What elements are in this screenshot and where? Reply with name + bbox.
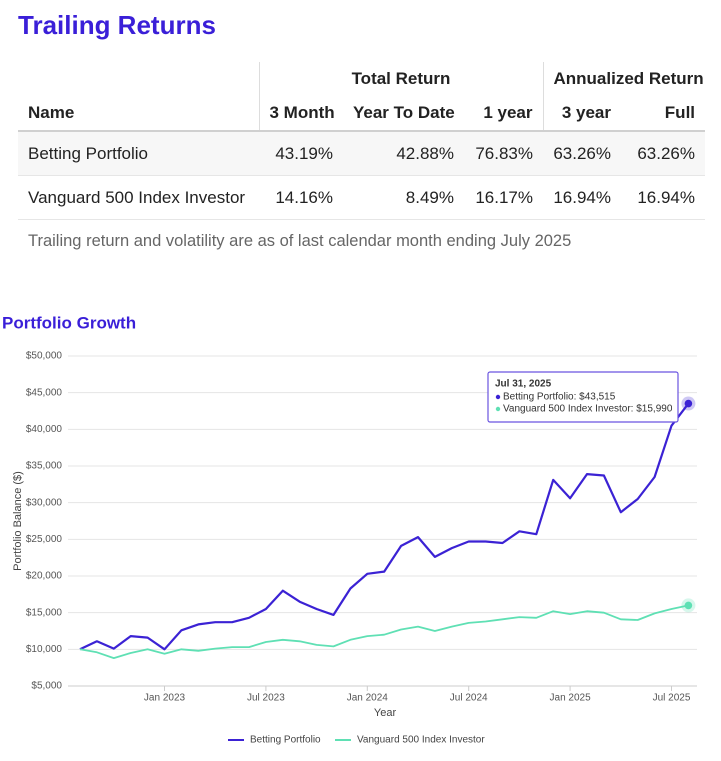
cell: 16.94% — [621, 175, 706, 220]
returns-table: Total Return Annualized Return Name 3 Mo… — [18, 62, 706, 263]
y-tick-label: $20,000 — [26, 571, 63, 582]
y-tick-label: $15,000 — [26, 607, 63, 618]
column-header: Name — [18, 95, 259, 132]
group-header: Annualized Return — [542, 62, 706, 95]
y-tick-label: $40,000 — [26, 424, 63, 435]
cell: 14.16% — [259, 175, 343, 220]
header-row: Name 3 Month Year To Date 1 year 3 year … — [18, 95, 706, 132]
legend-label: Betting Portfolio — [250, 735, 321, 746]
x-tick-label: Jan 2023 — [144, 693, 186, 704]
group-header-row: Total Return Annualized Return — [18, 62, 706, 95]
tooltip-title: Jul 31, 2025 — [495, 379, 552, 390]
tooltip-box — [487, 371, 679, 423]
x-tick-label: Jul 2023 — [247, 693, 285, 704]
legend-label: Vanguard 500 Index Investor — [357, 735, 485, 746]
table-row: Vanguard 500 Index Investor 14.16% 8.49%… — [18, 175, 706, 220]
tooltip-dot — [495, 406, 501, 412]
cell: Vanguard 500 Index Investor — [18, 175, 259, 220]
x-tick-label: Jul 2025 — [653, 693, 691, 704]
column-header: 1 year — [464, 95, 543, 132]
tooltip-dot — [495, 394, 501, 400]
x-tick-label: Jan 2024 — [347, 693, 389, 704]
chart: Portfolio Growth Year Portfolio Balance … — [2, 313, 697, 746]
x-tick-label: Jul 2024 — [450, 693, 488, 704]
cell: 63.26% — [543, 131, 621, 176]
x-tick-label: Jan 2025 — [550, 693, 592, 704]
cell: 43.19% — [259, 131, 343, 176]
series-line — [79, 402, 690, 651]
end-point — [684, 601, 693, 610]
tooltip-line: Vanguard 500 Index Investor: $15,990 — [503, 404, 673, 415]
chart-title: Portfolio Growth — [2, 313, 136, 332]
cell: 42.88% — [343, 131, 464, 176]
y-tick-label: $5,000 — [31, 681, 62, 692]
y-tick-label: $50,000 — [26, 351, 63, 362]
cell: 16.17% — [464, 175, 543, 220]
column-header: 3 year — [542, 95, 621, 132]
group-header: Total Return — [258, 62, 543, 95]
y-tick-label: $30,000 — [26, 497, 63, 508]
series-line — [79, 604, 689, 659]
table-row: Betting Portfolio 43.19% 42.88% 76.83% 6… — [18, 131, 706, 176]
column-header: Year To Date — [343, 95, 464, 132]
note: Trailing return and volatility are as of… — [18, 219, 706, 263]
column-header: Full — [621, 95, 706, 132]
tooltip-line: Betting Portfolio: $43,515 — [503, 392, 616, 403]
table-title: Trailing Returns — [18, 10, 216, 40]
cell: 76.83% — [464, 131, 543, 176]
y-tick-label: $45,000 — [26, 387, 63, 398]
end-point — [684, 399, 693, 408]
x-axis-label: Year — [374, 707, 397, 719]
cell: Betting Portfolio — [18, 131, 259, 176]
cell: 8.49% — [343, 175, 464, 220]
y-tick-label: $25,000 — [26, 534, 63, 545]
note-row: Trailing return and volatility are as of… — [18, 219, 706, 263]
y-tick-label: $10,000 — [26, 644, 63, 655]
empty-header — [18, 62, 259, 95]
column-header: 3 Month — [258, 95, 343, 132]
y-tick-label: $35,000 — [26, 461, 63, 472]
y-axis-label: Portfolio Balance ($) — [12, 471, 24, 571]
cell: 63.26% — [621, 131, 706, 176]
cell: 16.94% — [543, 175, 621, 220]
